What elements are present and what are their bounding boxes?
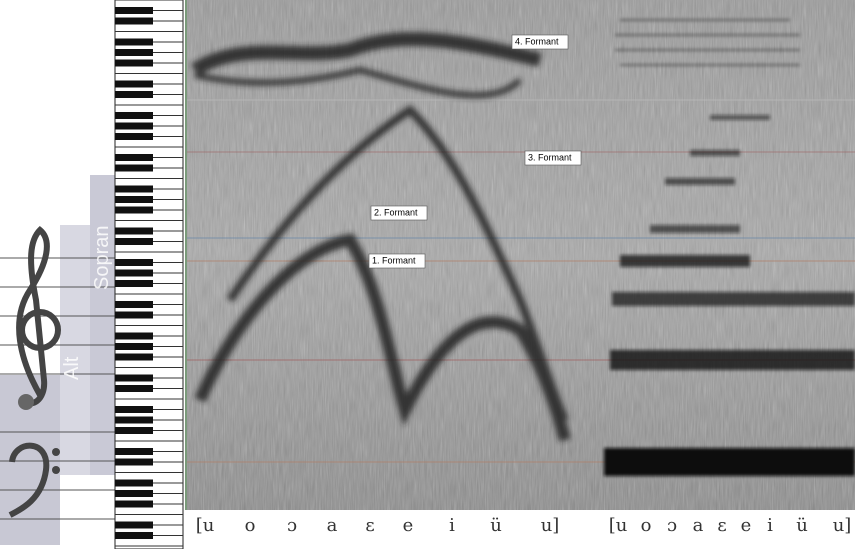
black-key [115,480,153,487]
vowel: u] [833,515,852,536]
black-key [115,123,153,130]
staff-area: Sopran Alt [0,0,115,549]
black-key [115,312,153,319]
vowel: ɔ [667,515,677,536]
black-key [115,406,153,413]
black-key [115,459,153,466]
black-key [115,501,153,508]
voice-label: Sopran [91,226,113,291]
black-key [115,60,153,67]
vowel: e [741,515,752,536]
black-key [115,228,153,235]
black-key [115,448,153,455]
vowel: o [641,515,652,536]
piano-keyboard [115,0,183,549]
figure: Sopran Alt [0,0,855,549]
black-key [115,301,153,308]
black-key [115,280,153,287]
black-key [115,91,153,98]
vowel: [u [196,515,215,536]
formant-label: 1. Formant [372,255,416,265]
formant-label: 3. Formant [528,152,572,162]
formant-label: 2. Formant [374,207,418,217]
formant-label: 4. Formant [515,36,559,46]
vowel: o [245,515,256,536]
voice-label: Alt [61,356,83,380]
spectrogram [186,0,855,510]
vowel: a [327,515,338,536]
black-key [115,81,153,88]
black-key [115,238,153,245]
black-key [115,385,153,392]
vowel: i [449,515,455,536]
vowel: [u [609,515,628,536]
vowel: e [403,515,414,536]
black-key [115,49,153,56]
black-key [115,417,153,424]
black-key [115,7,153,14]
vowel: ɔ [287,515,297,536]
black-key [115,18,153,25]
black-key [115,186,153,193]
black-key [115,112,153,119]
black-key [115,333,153,340]
vowel: a [693,515,704,536]
black-key [115,343,153,350]
black-key [115,490,153,497]
vowel: ɛ [365,515,374,536]
black-key [115,165,153,172]
vowel: u] [541,515,560,536]
vowel: i [767,515,773,536]
black-key [115,154,153,161]
black-key [115,207,153,214]
black-key [115,532,153,539]
black-key [115,39,153,46]
black-key [115,427,153,434]
black-key [115,354,153,361]
vowel: ɛ [717,515,726,536]
vowel: ü [490,515,502,536]
black-key [115,522,153,529]
black-key [115,259,153,266]
black-key [115,133,153,140]
black-key [115,375,153,382]
black-key [115,196,153,203]
black-key [115,270,153,277]
vowel: ü [796,515,808,536]
